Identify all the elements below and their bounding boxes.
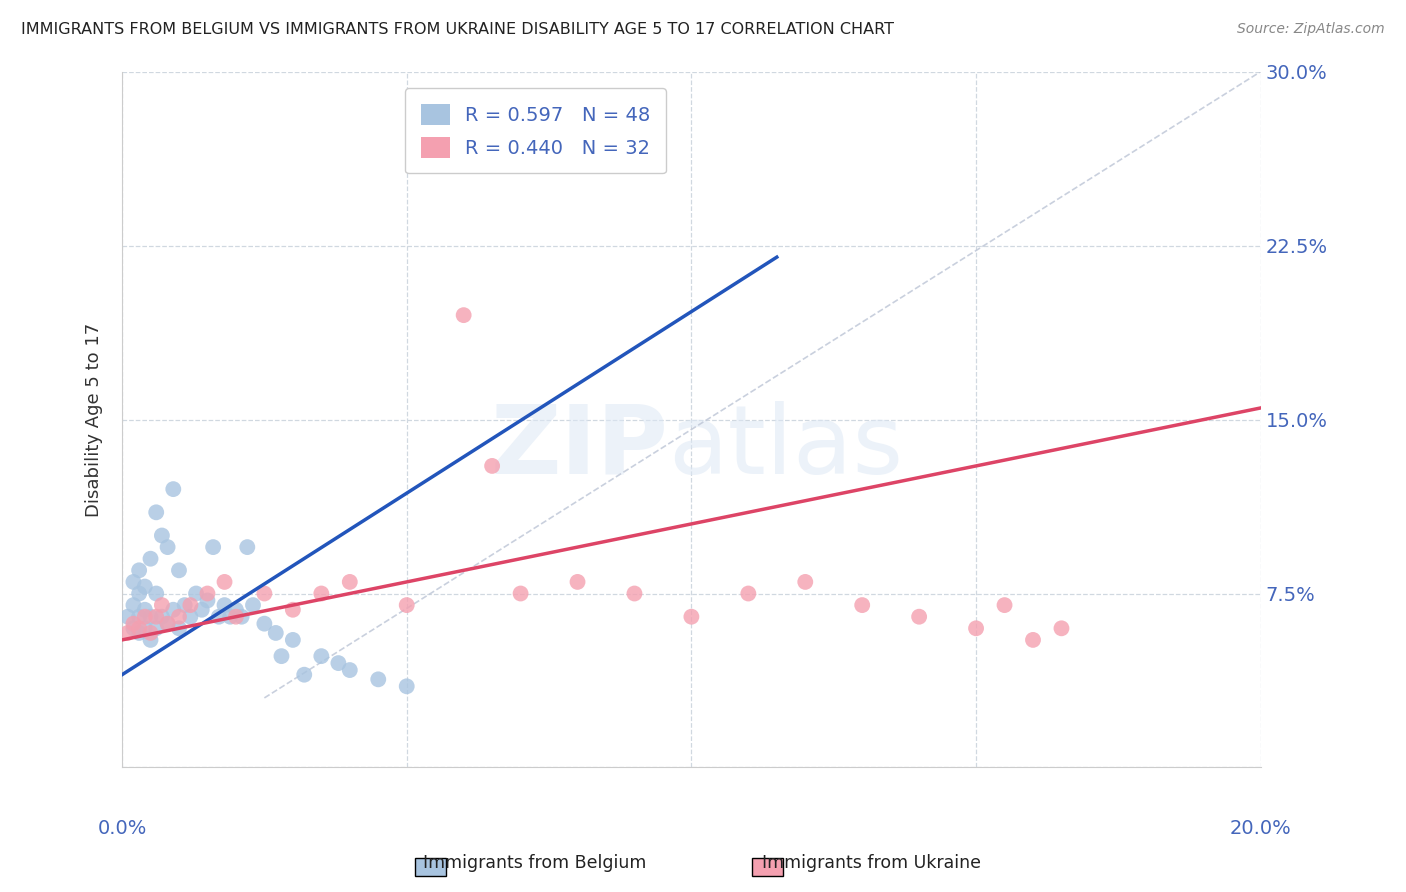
Point	[225, 609, 247, 624]
Point	[184, 586, 207, 600]
Point	[167, 609, 190, 624]
Point	[173, 598, 195, 612]
Point	[145, 621, 167, 635]
Point	[264, 626, 287, 640]
Text: ZIP: ZIP	[491, 401, 669, 494]
Text: IMMIGRANTS FROM BELGIUM VS IMMIGRANTS FROM UKRAINE DISABILITY AGE 5 TO 17 CORREL: IMMIGRANTS FROM BELGIUM VS IMMIGRANTS FR…	[21, 22, 894, 37]
Point	[253, 616, 276, 631]
Point	[236, 540, 259, 554]
Point	[134, 580, 156, 594]
Point	[202, 540, 225, 554]
Point	[328, 656, 350, 670]
Point	[139, 551, 162, 566]
Point	[993, 598, 1015, 612]
Point	[1022, 632, 1045, 647]
Point	[122, 621, 145, 635]
Point	[134, 609, 156, 624]
Point	[156, 616, 179, 631]
Point	[281, 603, 304, 617]
Point	[197, 593, 219, 607]
Point	[139, 626, 162, 640]
Point	[150, 528, 173, 542]
Point	[292, 667, 315, 681]
Point	[190, 603, 212, 617]
Point	[128, 609, 150, 624]
Point	[179, 598, 201, 612]
Point	[162, 482, 184, 496]
Point	[908, 609, 931, 624]
Text: 0.0%: 0.0%	[97, 819, 146, 838]
Point	[145, 505, 167, 519]
Point	[281, 632, 304, 647]
Point	[128, 626, 150, 640]
Point	[122, 598, 145, 612]
Point	[150, 598, 173, 612]
Point	[128, 621, 150, 635]
Point	[339, 574, 361, 589]
Point	[737, 586, 759, 600]
Point	[128, 563, 150, 577]
Point	[150, 609, 173, 624]
Point	[197, 586, 219, 600]
Point	[231, 609, 253, 624]
Point	[167, 621, 190, 635]
Point	[128, 586, 150, 600]
Text: Immigrants from Ukraine: Immigrants from Ukraine	[762, 855, 981, 872]
Point	[208, 609, 231, 624]
Point	[367, 673, 389, 687]
Point	[122, 616, 145, 631]
Point	[965, 621, 987, 635]
Point	[156, 616, 179, 631]
Point	[481, 458, 503, 473]
Point	[270, 649, 292, 664]
Point	[311, 586, 333, 600]
Point	[311, 649, 333, 664]
Point	[509, 586, 531, 600]
Point	[145, 586, 167, 600]
Point	[214, 598, 236, 612]
Y-axis label: Disability Age 5 to 17: Disability Age 5 to 17	[86, 322, 103, 516]
Point	[681, 609, 703, 624]
Point	[242, 598, 264, 612]
Text: 20.0%: 20.0%	[1230, 819, 1292, 838]
Legend: R = 0.597   N = 48, R = 0.440   N = 32: R = 0.597 N = 48, R = 0.440 N = 32	[405, 88, 666, 173]
Point	[134, 621, 156, 635]
Point	[567, 574, 589, 589]
Point	[214, 574, 236, 589]
Point	[117, 626, 139, 640]
Point	[117, 609, 139, 624]
Point	[145, 609, 167, 624]
Point	[1050, 621, 1073, 635]
Point	[851, 598, 873, 612]
Point	[179, 609, 201, 624]
Point	[395, 679, 418, 693]
Point	[395, 598, 418, 612]
Point	[122, 574, 145, 589]
Point	[219, 609, 242, 624]
Point	[623, 586, 645, 600]
Text: atlas: atlas	[669, 401, 904, 494]
Text: Source: ZipAtlas.com: Source: ZipAtlas.com	[1237, 22, 1385, 37]
Point	[794, 574, 817, 589]
Point	[167, 563, 190, 577]
Point	[134, 603, 156, 617]
Point	[139, 609, 162, 624]
Point	[156, 540, 179, 554]
Point	[225, 603, 247, 617]
Point	[162, 603, 184, 617]
Point	[139, 632, 162, 647]
Point	[453, 308, 475, 322]
Text: Immigrants from Belgium: Immigrants from Belgium	[423, 855, 645, 872]
Point	[253, 586, 276, 600]
Point	[339, 663, 361, 677]
